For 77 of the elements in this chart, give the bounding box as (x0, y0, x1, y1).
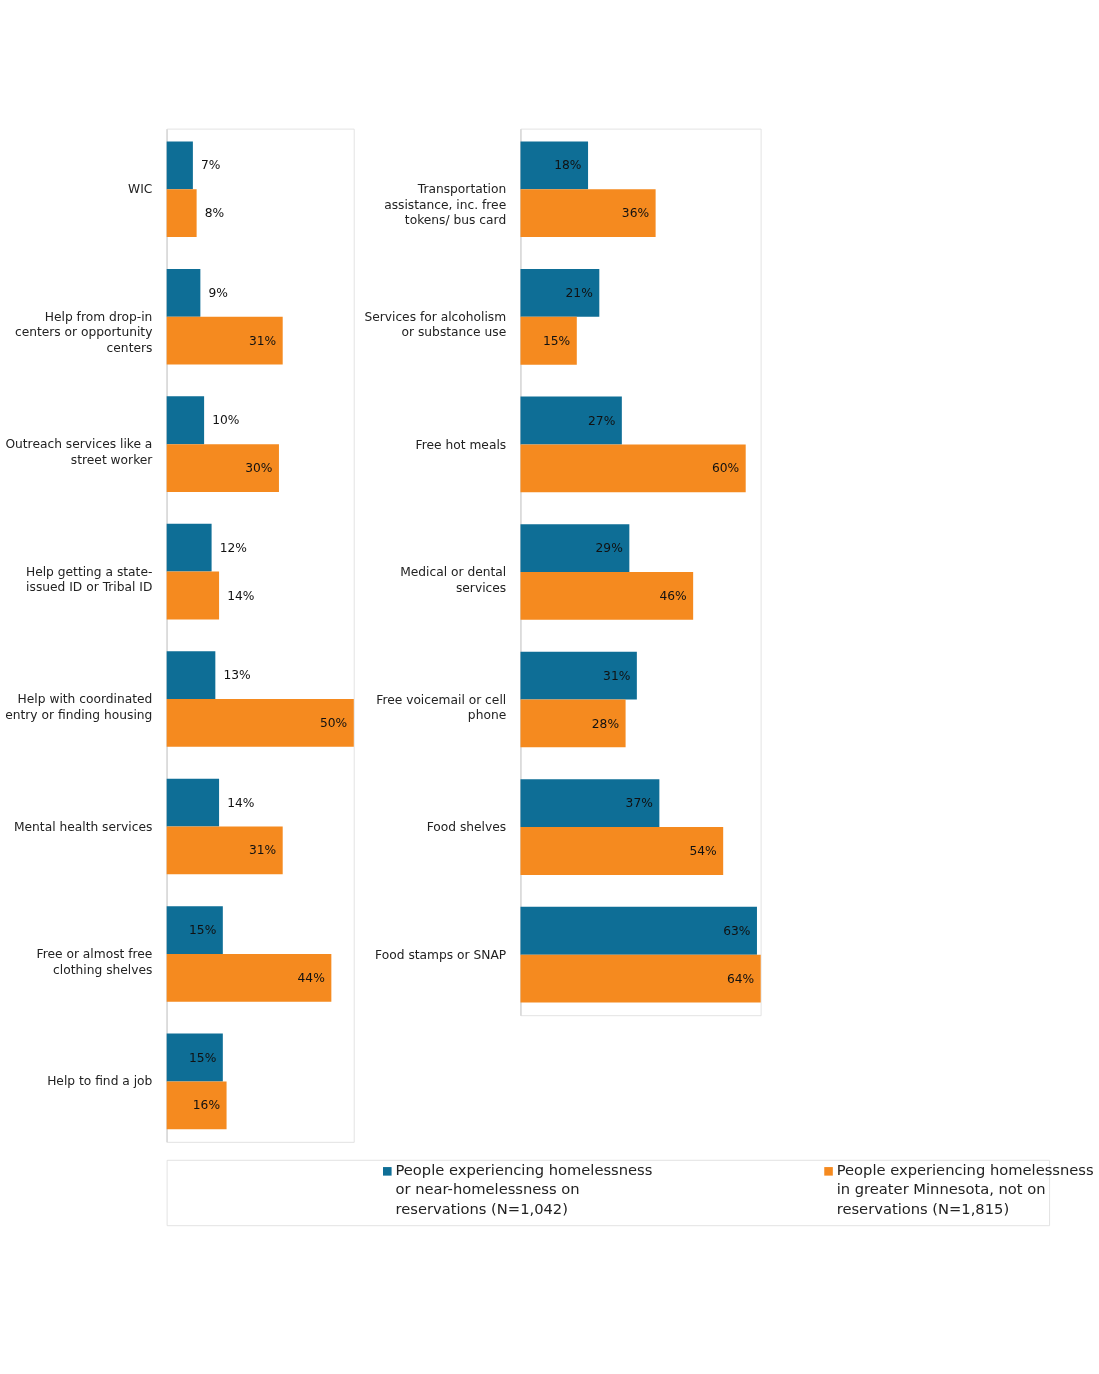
data-label: 15% (543, 333, 571, 348)
bar (166, 268, 201, 317)
y-tick-label: Help to find a job (47, 1074, 153, 1089)
bar (166, 778, 220, 827)
data-label: 29% (595, 541, 623, 556)
bar (166, 141, 193, 190)
bar (520, 906, 757, 955)
legend-label: People experiencing homelessness in greater Minnesota, not on reservations (N=1,815) (836, 1160, 1094, 1217)
y-tick-label: Mental health services (13, 819, 153, 834)
y-tick-label: WIC (128, 182, 153, 197)
bar (520, 269, 600, 317)
bar (520, 779, 660, 828)
bar (166, 189, 197, 238)
data-label: 50% (320, 716, 348, 731)
y-tick-label: Help getting a state-issued ID or Tribal ID (25, 564, 153, 595)
y-tick-label: Free voicemail or cell phone (376, 692, 507, 723)
data-label: 9% (208, 285, 228, 300)
data-label: 46% (659, 588, 687, 603)
bar (520, 827, 724, 875)
bar (520, 954, 761, 1003)
data-label: 31% (248, 843, 277, 858)
data-label: 18% (554, 158, 582, 173)
data-label: 31% (248, 333, 277, 348)
bar (520, 189, 656, 238)
data-label: 14% (227, 588, 255, 603)
data-label: 8% (204, 206, 225, 221)
y-tick-label: Medical or dental services (400, 565, 507, 595)
data-label: 10% (212, 413, 240, 428)
data-label: 63% (723, 923, 751, 938)
data-label: 15% (189, 923, 217, 938)
legend-label: People experiencing homelessness or near-homelessness on reservations (N=1,042) (395, 1160, 653, 1217)
bar (520, 651, 637, 700)
data-label: 7% (201, 158, 221, 173)
y-tick-label: Free hot meals (415, 437, 507, 452)
data-label: 31% (603, 668, 631, 683)
data-label: 30% (245, 461, 273, 476)
y-tick-label: Help with coordinated entry or finding housing (5, 692, 153, 722)
bar (520, 141, 589, 190)
bar (166, 826, 283, 875)
data-label: 21% (565, 286, 593, 301)
bar (166, 1081, 227, 1130)
data-label: 36% (621, 206, 650, 221)
y-tick-label: Free or almost free clothing shelves (36, 947, 153, 977)
bar (166, 953, 332, 1002)
data-label: 27% (588, 413, 616, 428)
data-label: 12% (219, 540, 247, 555)
bar (166, 906, 223, 954)
bar (166, 651, 216, 700)
y-tick-label: Transportation assistance, inc. free tokens/ bus card (384, 182, 507, 228)
bar (520, 316, 577, 365)
bar (166, 316, 283, 365)
bar (520, 699, 626, 748)
data-label: 28% (591, 716, 620, 731)
bar (520, 571, 694, 620)
bar (166, 699, 354, 747)
data-label: 15% (189, 1050, 217, 1065)
data-label: 13% (223, 668, 251, 683)
data-label: 54% (689, 844, 717, 859)
data-label: 60% (711, 461, 740, 476)
bar (166, 571, 220, 620)
bar (166, 444, 279, 492)
y-tick-label: Help from drop-in centers or opportunity centers (14, 309, 153, 355)
y-tick-label: Food shelves (426, 820, 507, 835)
data-label: 16% (192, 1098, 221, 1113)
y-tick-label: Outreach services like a street worker (5, 437, 154, 467)
data-label: 37% (625, 796, 653, 811)
bar (166, 1033, 223, 1082)
y-tick-label: Food stamps or SNAP (375, 947, 507, 962)
bar (520, 396, 622, 445)
bar (520, 444, 746, 493)
data-label: 44% (297, 970, 325, 985)
data-label: 14% (227, 795, 255, 810)
data-label: 64% (726, 971, 755, 986)
bar (520, 524, 630, 572)
bar (166, 523, 212, 572)
y-tick-label: Services for alcoholism or substance use (364, 309, 507, 340)
bar (166, 396, 205, 445)
